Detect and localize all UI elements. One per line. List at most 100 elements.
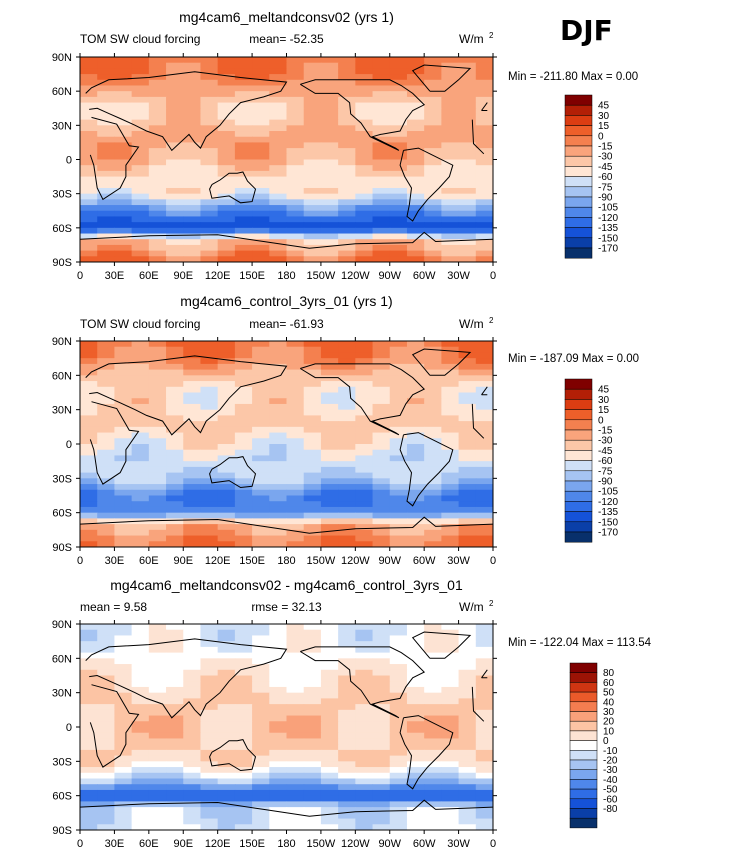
field-cell [252,142,270,149]
field-cell [320,170,339,178]
field-cell [148,624,167,631]
field-cell [338,795,356,802]
field-cell [458,119,477,126]
field-cell [338,461,356,468]
lat-tick-label: 90N [52,336,72,348]
coastline-europe_asia [85,638,488,719]
field-cell [131,199,150,206]
field-cell [183,807,202,814]
field-cell [355,57,374,64]
field-cell [458,704,477,711]
field-cell [458,444,477,451]
field-cell [97,624,116,631]
field-cell [269,346,288,354]
lon-tick-label: 120E [205,555,231,567]
field-cell [424,341,442,348]
field-cell [217,664,236,671]
field-cell [441,125,460,132]
field-cell [320,669,339,677]
field-cell [217,426,236,434]
field-cell [406,738,425,745]
field-cell [424,74,442,81]
field-cell [234,635,253,642]
field-cell [114,386,133,394]
field-cell [148,239,167,246]
field-cell [183,495,202,502]
field-cell [475,182,493,189]
field-cell [389,165,408,172]
field-cell [97,108,116,115]
field-cell [80,772,98,780]
field-cell [475,403,493,411]
field-cell [183,692,202,699]
field-cell [303,749,322,757]
field-cell [148,784,167,791]
field-cell [355,250,374,257]
field-cell [252,358,270,365]
colorbar-box [564,145,593,157]
field-cell [97,113,116,121]
field-cell [114,398,133,405]
minmax-label: Min = -122.04 Max = 113.54 [508,637,652,649]
lon-tick-label: 60W [413,838,436,850]
field-cell [252,432,270,439]
field-cell [406,216,425,223]
field-cell [424,176,442,183]
field-cell [389,62,408,69]
field-cell [475,153,493,161]
field-cell [303,472,322,479]
field-cell [269,170,288,178]
field-cell [441,472,460,479]
field-cell [286,392,305,399]
field-cell [458,108,477,115]
lon-tick-label: 90W [378,270,401,282]
field-cell [166,113,184,121]
field-cell [80,484,98,491]
field-cell [80,438,98,445]
field-cell [252,403,270,411]
field-cell [252,692,270,699]
field-cell [269,250,288,257]
field-cell [200,386,219,394]
field-cell [269,113,288,121]
field-cell [80,432,98,439]
field-cell [252,704,270,711]
field-cell [475,807,493,814]
field-cell [183,381,202,388]
field-cell [286,681,305,688]
field-cell [475,227,493,235]
field-cell [389,136,408,144]
field-cell [406,119,425,126]
field-cell [372,641,391,648]
field-cell [97,415,116,422]
lon-tick-label: 60E [139,270,159,282]
field-cell [338,744,356,751]
field-cell [80,341,98,348]
field-cell [338,182,356,189]
field-cell [80,721,98,728]
field-cell [252,250,270,257]
field-cell [217,125,236,132]
field-cell [148,256,167,262]
colorbar-label: -60 [603,794,618,805]
field-cell [166,222,184,229]
field-cell [114,68,133,75]
field-cell [252,199,270,206]
field-cell [183,444,202,451]
field-cell [320,85,339,92]
field-cell [303,629,322,637]
field-cell [303,495,322,502]
field-cell [372,652,391,659]
field-cell [372,818,391,825]
field-cell [372,113,391,121]
colorbar-label: -170 [598,244,618,255]
field-cell [148,501,167,508]
field-cell [114,79,133,87]
field-cell [234,789,253,797]
field-cell [252,784,270,791]
field-cell [166,205,184,212]
field-cell [286,484,305,491]
field-cell [389,744,408,751]
field-cell [355,461,374,468]
field-cell [372,176,391,183]
